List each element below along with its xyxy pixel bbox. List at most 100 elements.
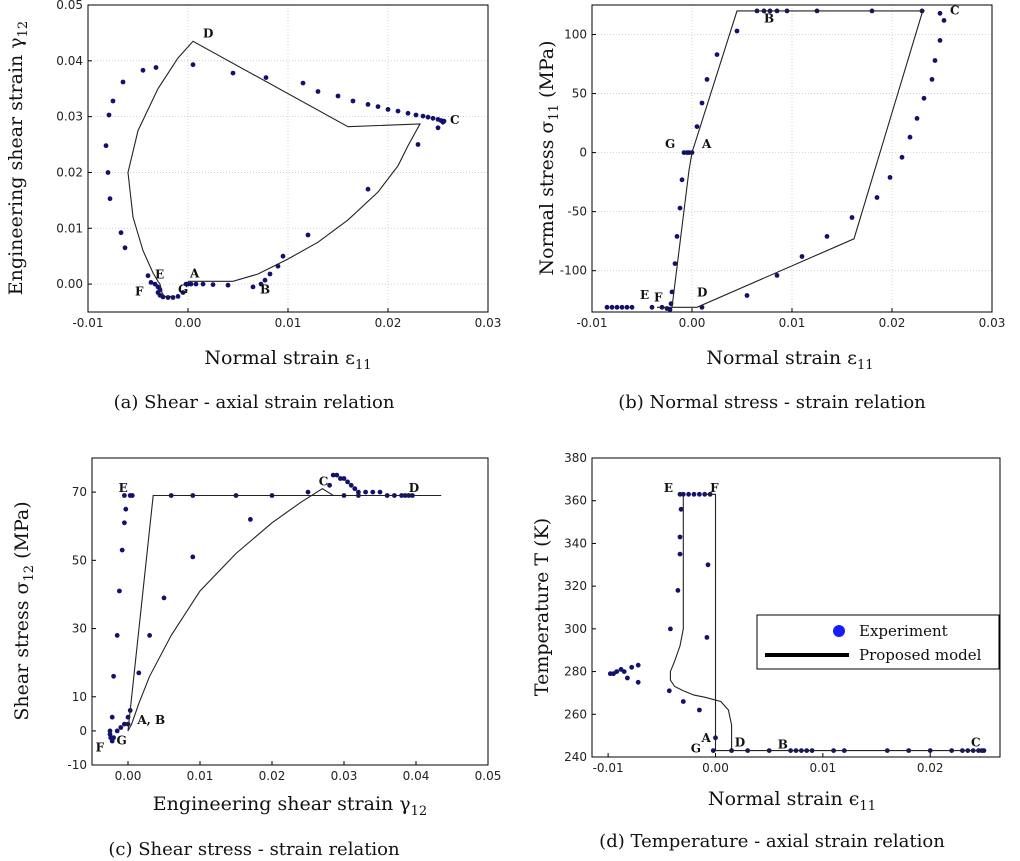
experiment-point (618, 667, 624, 672)
experiment-point (120, 79, 126, 85)
experiment-point (334, 472, 340, 478)
plot-frame (91, 457, 489, 766)
y-tick-label: 100 (564, 28, 587, 42)
y-tick-label: 340 (564, 536, 587, 550)
chart-d: -0.01 0.00 0.01 0.02 240 260 280 300 320 340 360 38… (531, 451, 1001, 852)
experiment-point (430, 115, 436, 121)
x-tick-label: 0.02 (375, 316, 402, 330)
x-tick-label: 0.01 (809, 761, 836, 775)
experiment-point (119, 547, 125, 553)
experiment-point (180, 290, 186, 295)
point-label: B (764, 12, 774, 26)
experiment-point (697, 491, 702, 497)
experiment-point (170, 295, 176, 300)
point-label: A (701, 731, 712, 745)
experiment-point (413, 112, 419, 118)
y-tick-label: 30 (72, 622, 87, 636)
experiment-point (155, 284, 161, 290)
experiment-point (937, 10, 943, 16)
experiment-point (152, 281, 158, 287)
experiment-point (148, 280, 154, 285)
point-label: A (189, 266, 200, 280)
experiment-point (677, 534, 683, 540)
experiment-point (370, 489, 376, 495)
experiment-point (604, 304, 610, 310)
experiment-point (667, 307, 673, 312)
experiment-point (280, 253, 286, 259)
experiment-point (824, 234, 830, 239)
y-tick-label: 240 (564, 750, 587, 764)
experiment-point (107, 728, 113, 734)
legend-label: Proposed model (859, 646, 982, 664)
experiment-point (109, 714, 115, 720)
experiment-point (161, 595, 167, 601)
experiment-point (356, 489, 361, 495)
x-tick-label: 0.03 (331, 769, 358, 783)
y-axis-label: Engineering shear strain γ12 (5, 21, 31, 295)
model-curve (127, 488, 442, 732)
experiment-point (714, 52, 720, 57)
experiment-point (929, 77, 935, 82)
experiment-point (704, 635, 710, 640)
experiment-point (335, 93, 341, 99)
plot-frame (591, 457, 1001, 758)
experiment-point (250, 284, 256, 290)
experiment-point (225, 282, 231, 288)
experiment-point (395, 108, 401, 114)
y-tick-label: 0.02 (56, 165, 83, 179)
point-label: G (116, 734, 126, 748)
experiment-point (635, 662, 641, 668)
point-label: E (119, 481, 128, 495)
experiment-point (668, 626, 673, 632)
experiment-point (607, 671, 613, 677)
experiment-point (352, 486, 358, 492)
model-curve (127, 40, 421, 297)
experiment-point (118, 230, 124, 236)
y-tick-label: 50 (72, 553, 87, 567)
experiment-point (669, 289, 675, 295)
experiment-point (338, 476, 343, 481)
experiment-point (345, 479, 350, 485)
experiment-point (699, 100, 705, 106)
experiment-point (165, 295, 171, 300)
x-tick-label: 0.04 (403, 769, 430, 783)
y-tick-label: 260 (564, 707, 587, 721)
point-label: G (691, 742, 701, 756)
experiment-point (675, 588, 681, 593)
y-tick-label: 0.00 (56, 277, 83, 291)
experiment-point (375, 104, 381, 109)
point-label: C (319, 474, 329, 488)
experiment-point (114, 633, 120, 638)
point-label: E (640, 288, 649, 302)
experiment-point (122, 245, 128, 251)
y-tick-label: 320 (564, 579, 587, 593)
experiment-point (704, 77, 710, 82)
y-tick-label: 0.04 (56, 54, 83, 68)
experiment-point (625, 675, 630, 681)
experiment-point (262, 277, 268, 283)
experiment-point (147, 633, 153, 638)
model-curve (669, 493, 984, 752)
y-tick-label: 280 (564, 665, 587, 679)
x-tick-label: -0.01 (72, 316, 103, 330)
experiment-point (705, 562, 711, 568)
experiment-point (263, 75, 269, 80)
experiment-point (248, 517, 253, 522)
point-label: F (135, 284, 144, 298)
experiment-point (677, 551, 683, 557)
point-label: D (409, 481, 419, 495)
legend-label: Experiment (859, 622, 948, 640)
chart-caption: (d) Temperature - axial strain relation (599, 831, 945, 852)
experiment-point (679, 177, 685, 183)
experiment-point (899, 154, 905, 160)
chart-caption: (c) Shear stress - strain relation (108, 839, 400, 860)
point-label: F (654, 290, 663, 304)
point-label: G (178, 283, 188, 297)
point-label: A (701, 137, 712, 151)
experiment-point (744, 293, 750, 298)
x-tick-label: 0.00 (679, 316, 706, 330)
experiment-point (635, 679, 641, 685)
experiment-point (122, 721, 127, 727)
experiment-point (941, 18, 947, 23)
